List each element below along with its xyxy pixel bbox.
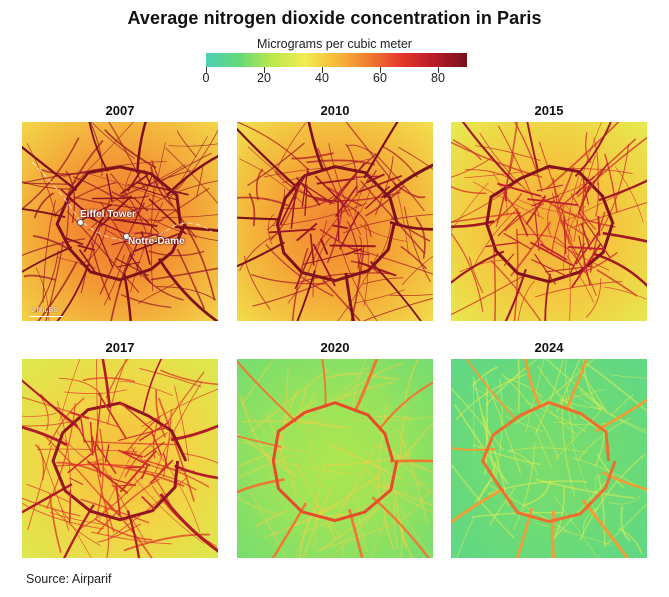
- panel-title-2020: 2020: [320, 340, 350, 355]
- eiffel-tower-label: Eiffel Tower: [80, 209, 136, 220]
- eiffel-tower-marker: [77, 219, 84, 226]
- panel-title-2024: 2024: [534, 340, 564, 355]
- river-seine: [31, 161, 213, 241]
- ring-road: [275, 165, 399, 283]
- panel-title-2015: 2015: [534, 103, 564, 118]
- central-streets: [269, 162, 403, 290]
- concentration-field: [22, 122, 218, 321]
- road-network: [451, 122, 647, 321]
- scale-bar: [29, 316, 63, 317]
- central-streets: [60, 169, 189, 287]
- notre-dame-marker: [123, 233, 130, 240]
- source-note: Source: Airparif: [26, 572, 112, 586]
- ring-road: [55, 165, 187, 282]
- legend-tick-label: 60: [373, 71, 387, 85]
- chart-title: Average nitrogen dioxide concentration i…: [127, 8, 542, 28]
- legend-tick: [206, 67, 207, 73]
- central-streets: [485, 162, 611, 289]
- legend-tick: [264, 67, 265, 73]
- legend-tick: [438, 67, 439, 73]
- legend-tick-label: 0: [202, 71, 210, 85]
- legend-tick-label: 20: [257, 71, 271, 85]
- panel-title-2007: 2007: [105, 103, 135, 118]
- legend-tick-label: 80: [431, 71, 445, 85]
- map-2010: [237, 122, 433, 321]
- legend-label: Micrograms per cubic meter: [257, 37, 412, 51]
- legend-tick: [380, 67, 381, 73]
- major-roads: [451, 122, 647, 321]
- map-2015: [451, 122, 647, 321]
- road-network: [22, 359, 218, 558]
- map-2020: [237, 359, 433, 558]
- ring-road: [271, 401, 399, 523]
- map-2024: [451, 359, 647, 558]
- central-streets: [67, 392, 174, 524]
- map-2017: [22, 359, 218, 558]
- panel-title-2010: 2010: [320, 103, 350, 118]
- panel-title-2017: 2017: [105, 340, 135, 355]
- legend-tick: [322, 67, 323, 73]
- major-roads: [237, 122, 433, 321]
- major-roads: [22, 122, 218, 321]
- legend-gradient-bar: [206, 53, 467, 67]
- concentration-field: [451, 122, 647, 321]
- road-network: [237, 359, 433, 558]
- notre-dame-label: Notre-Dame: [128, 236, 185, 247]
- ring-road: [480, 400, 617, 524]
- ring-road: [51, 401, 188, 522]
- legend-tick-label: 40: [315, 71, 329, 85]
- color-legend: 0 20 40 60 80: [202, 53, 467, 93]
- ring-road: [485, 164, 615, 284]
- concentration-field: [451, 359, 647, 558]
- scale-label: 2 MILES: [31, 307, 58, 314]
- map-2007: [22, 122, 218, 321]
